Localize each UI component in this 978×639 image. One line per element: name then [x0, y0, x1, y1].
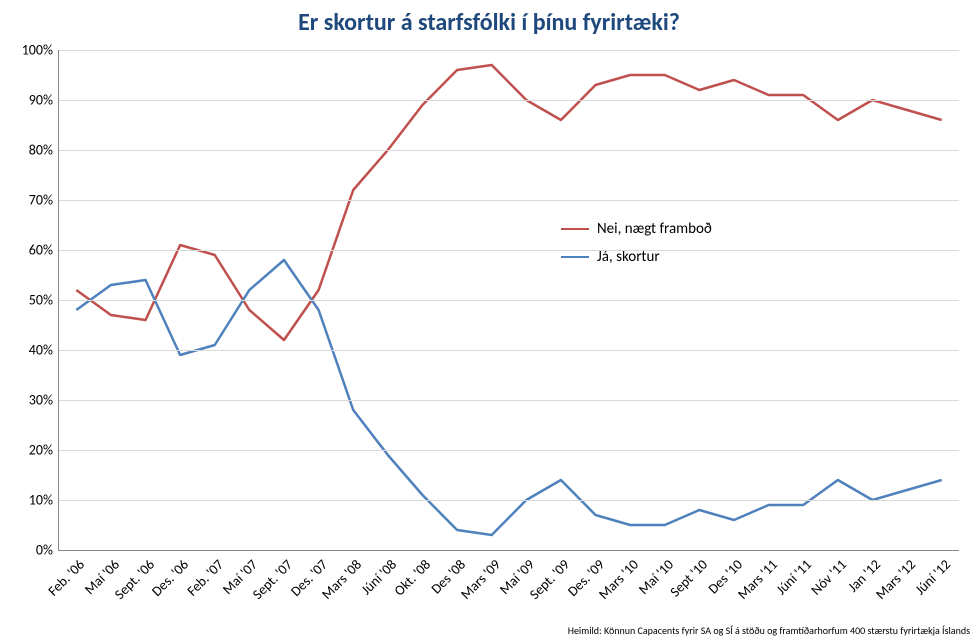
x-tick-label: Des. '06	[148, 556, 192, 600]
y-tick-label: 50%	[29, 292, 53, 309]
x-tick-label: Feb. '06	[45, 556, 89, 600]
y-tick-label: 0%	[36, 542, 53, 559]
x-tick-label: Júní '12	[911, 556, 953, 598]
y-tick-label: 90%	[29, 92, 53, 109]
source-text: Heimild: Könnun Capacents fyrir SA og SÍ…	[568, 624, 970, 637]
y-tick-label: 40%	[29, 342, 53, 359]
chart-title: Er skortur á starfsfólki í þínu fyrirtæk…	[0, 8, 978, 37]
gridline	[59, 350, 959, 351]
gridline	[59, 100, 959, 101]
x-tick-label: Júní '11	[773, 556, 815, 598]
x-tick-label: Sept '10	[667, 556, 711, 600]
gridline	[59, 250, 959, 251]
x-tick-label: Okt. '08	[391, 556, 434, 599]
legend-label: Nei, nægt framboð	[597, 220, 712, 238]
x-tick-label: Júní '08	[358, 556, 400, 598]
gridline	[59, 200, 959, 201]
plot-area: Nei, nægt framboðJá, skortur 0%10%20%30%…	[58, 50, 959, 551]
x-tick-label: Feb. '07	[183, 556, 227, 600]
series-line	[76, 260, 941, 535]
y-tick-label: 20%	[29, 442, 53, 459]
y-tick-label: 100%	[22, 42, 53, 59]
gridline	[59, 150, 959, 151]
y-tick-label: 60%	[29, 242, 53, 259]
legend-swatch	[561, 228, 589, 230]
y-tick-label: 10%	[29, 492, 53, 509]
legend-swatch	[561, 256, 589, 258]
y-tick-label: 80%	[29, 142, 53, 159]
x-tick-label: Nóv '11	[807, 556, 850, 599]
gridline	[59, 500, 959, 501]
legend: Nei, nægt framboðJá, skortur	[561, 220, 712, 276]
legend-item: Nei, nægt framboð	[561, 220, 712, 238]
series-line	[76, 65, 941, 340]
y-tick-label: 70%	[29, 192, 53, 209]
chart-container: Er skortur á starfsfólki í þínu fyrirtæk…	[0, 0, 978, 639]
gridline	[59, 450, 959, 451]
gridline	[59, 50, 959, 51]
gridline	[59, 400, 959, 401]
y-tick-label: 30%	[29, 392, 53, 409]
gridline	[59, 300, 959, 301]
